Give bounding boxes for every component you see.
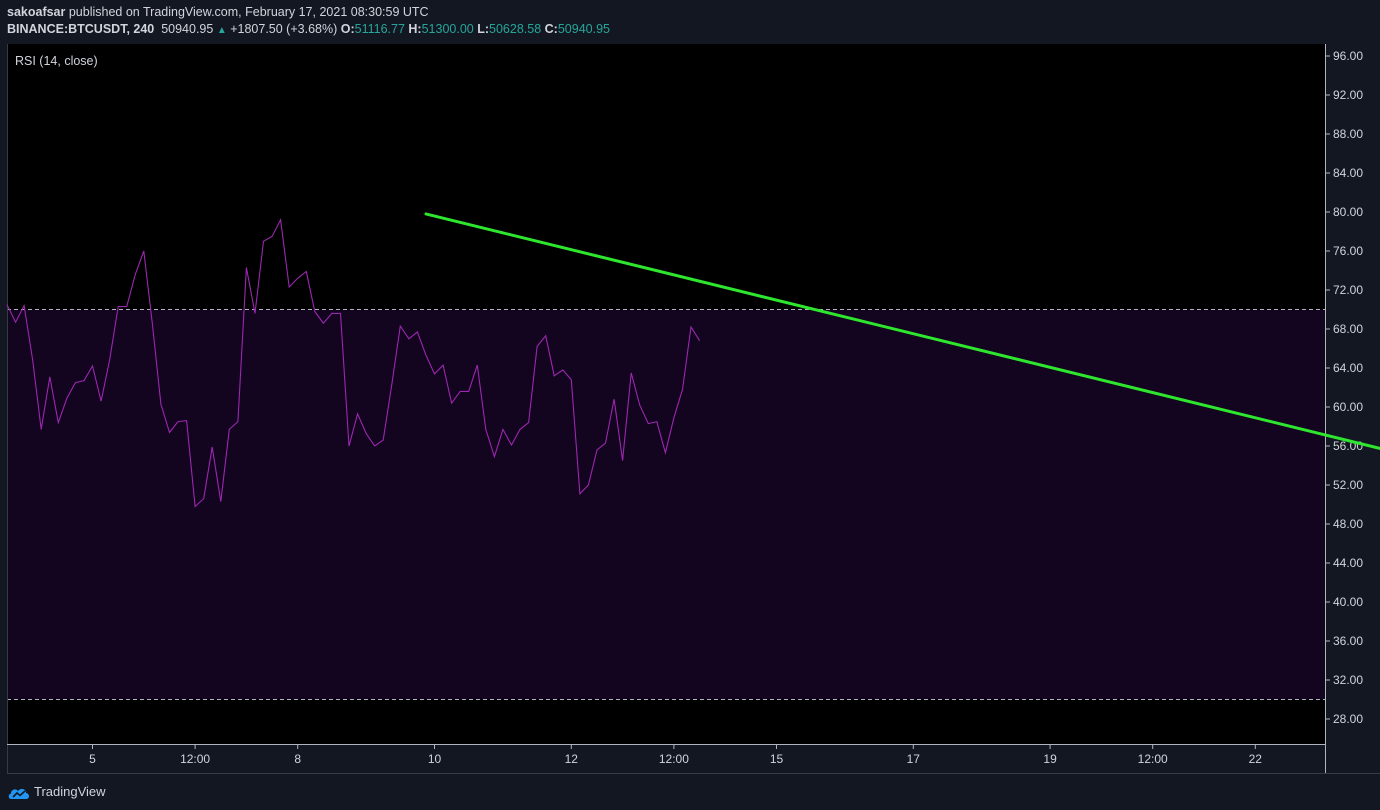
open-label: O:	[340, 22, 355, 36]
triangle-up-icon: ▲	[216, 25, 227, 36]
x-tick-label: 17	[907, 752, 921, 766]
rsi-band-fill	[7, 309, 1325, 700]
y-tick-label: 80.00	[1333, 205, 1363, 219]
symbol-name[interactable]: BINANCE:BTCUSDT, 240	[7, 22, 155, 36]
last-price: 50940.95	[161, 22, 214, 36]
rsi-line[interactable]	[6, 217, 701, 508]
x-tick-label: 10	[428, 752, 442, 766]
y-tick-label: 84.00	[1333, 166, 1363, 180]
y-tick-label: 32.00	[1333, 673, 1363, 687]
low-value: 50628.58	[489, 22, 542, 36]
y-tick-label: 92.00	[1333, 88, 1363, 102]
rsi-chart[interactable]: 96.00 92.00 88.00 84.00 80.00 76.00 72.00 68.00…	[0, 0, 1380, 776]
trendline[interactable]	[424, 212, 1380, 458]
y-tick-label: 68.00	[1333, 322, 1363, 336]
low-label: L:	[477, 22, 490, 36]
indicator-title[interactable]: RSI (14, close)	[15, 54, 98, 68]
x-tick-label: 5	[89, 752, 96, 766]
price-change: +1807.50 (+3.68%)	[230, 22, 338, 36]
x-tick-label: 8	[294, 752, 301, 766]
high-value: 51300.00	[421, 22, 474, 36]
x-tick-label: 12	[565, 752, 579, 766]
y-tick-label: 64.00	[1333, 361, 1363, 375]
y-tick-label: 52.00	[1333, 478, 1363, 492]
y-tick-label: 96.00	[1333, 49, 1363, 63]
published-text: published on TradingView.com, February 1…	[65, 5, 429, 19]
x-tick-label: 12:00	[1138, 752, 1168, 766]
publish-info: sakoafsar published on TradingView.com, …	[7, 5, 429, 19]
symbol-info: BINANCE:BTCUSDT, 240 50940.95 ▲ +1807.50…	[7, 22, 610, 36]
y-tick-label: 44.00	[1333, 556, 1363, 570]
x-tick-label: 19	[1043, 752, 1057, 766]
footer: TradingView	[0, 776, 1380, 810]
close-label: C:	[544, 22, 558, 36]
author-name[interactable]: sakoafsar	[7, 5, 66, 19]
open-value: 51116.77	[354, 22, 405, 36]
x-tick-label: 22	[1249, 752, 1263, 766]
y-tick-label: 48.00	[1333, 517, 1363, 531]
y-tick-label: 28.00	[1333, 712, 1363, 726]
tradingview-brand[interactable]: TradingView	[34, 784, 106, 799]
high-label: H:	[408, 22, 422, 36]
y-tick-label: 36.00	[1333, 634, 1363, 648]
y-tick-label: 88.00	[1333, 127, 1363, 141]
tradingview-logo-icon[interactable]	[8, 785, 30, 801]
y-tick-label: 40.00	[1333, 595, 1363, 609]
close-value: 50940.95	[557, 22, 610, 36]
y-tick-label: 76.00	[1333, 244, 1363, 258]
y-tick-label: 60.00	[1333, 400, 1363, 414]
x-tick-label: 15	[770, 752, 784, 766]
x-tick-label: 12:00	[659, 752, 689, 766]
y-tick-label: 72.00	[1333, 283, 1363, 297]
x-tick-label: 12:00	[180, 752, 210, 766]
